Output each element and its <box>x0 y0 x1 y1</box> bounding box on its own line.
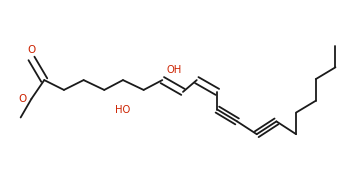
Text: OH: OH <box>166 65 182 75</box>
Text: HO: HO <box>115 105 130 115</box>
Text: O: O <box>18 94 26 104</box>
Text: O: O <box>27 44 36 55</box>
